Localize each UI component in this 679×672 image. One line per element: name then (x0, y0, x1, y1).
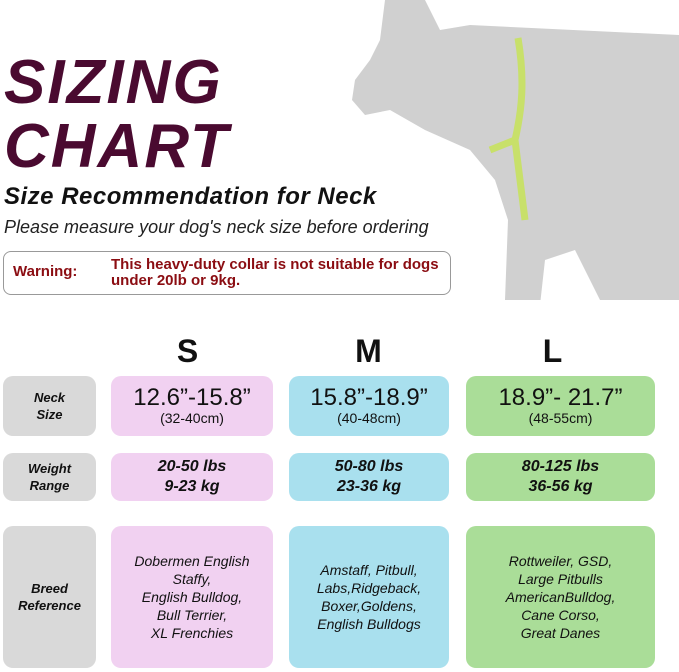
neck-inch: 18.9”- 21.7” (498, 384, 623, 411)
weight-cell-s: 20-50 lbs 9-23 kg (111, 453, 273, 501)
neck-cm: (48-55cm) (528, 410, 593, 426)
weight-cell-l: 80-125 lbs 36-56 kg (466, 453, 655, 501)
breed-cell-m: Amstaff, Pitbull, Labs,Ridgeback, Boxer,… (289, 526, 449, 668)
size-header-m: M (355, 333, 382, 369)
row-label-breed: Breed Reference (3, 526, 96, 668)
warning-label: Warning: (13, 263, 78, 280)
warning-box: Warning: This heavy-duty collar is not s… (3, 251, 451, 295)
size-header-l: L (542, 333, 563, 369)
dog-silhouette-illustration (352, 0, 679, 300)
weight-lbs: 80-125 lbs (521, 458, 600, 475)
neck-cm: (40-48cm) (337, 410, 401, 426)
breed-cell-s: Dobermen English Staffy, English Bulldog… (111, 526, 273, 668)
size-header-s: S (176, 333, 199, 369)
weight-cell-m: 50-80 lbs 23-36 kg (289, 453, 449, 501)
weight-kg: 36-56 kg (528, 478, 593, 495)
weight-kg: 9-23 kg (164, 478, 220, 495)
neck-cell-l: 18.9”- 21.7” (48-55cm) (466, 376, 655, 436)
title-line-1: SIZING (4, 48, 223, 117)
row-label-neck: Neck Size (3, 376, 96, 436)
neck-inch: 15.8”-18.9” (310, 384, 428, 411)
instruction: Please measure your dog's neck size befo… (4, 217, 429, 237)
warning-message: This heavy-duty collar is not suitable f… (111, 256, 439, 289)
weight-lbs: 20-50 lbs (157, 458, 227, 475)
neck-cm: (32-40cm) (160, 410, 224, 426)
title-line-2: CHART (4, 112, 230, 181)
neck-inch: 12.6”-15.8” (133, 384, 251, 411)
subtitle: Size Recommendation for Neck (4, 183, 377, 210)
neck-cell-s: 12.6”-15.8” (32-40cm) (111, 376, 273, 436)
weight-kg: 23-36 kg (336, 478, 402, 495)
neck-cell-m: 15.8”-18.9” (40-48cm) (289, 376, 449, 436)
row-label-weight: Weight Range (3, 453, 96, 501)
weight-lbs: 50-80 lbs (334, 458, 404, 475)
breed-cell-l: Rottweiler, GSD, Large Pitbulls American… (466, 526, 655, 668)
